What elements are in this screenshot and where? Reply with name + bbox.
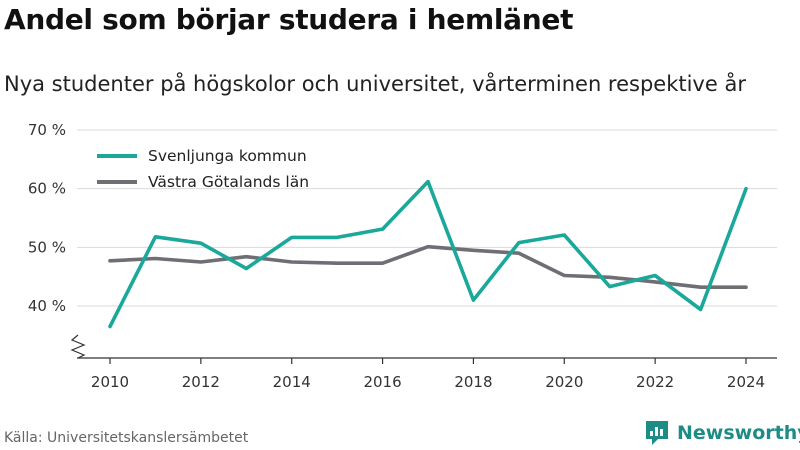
- legend-label: Västra Götalands län: [148, 173, 309, 191]
- x-tick-label: 2016: [363, 373, 401, 391]
- brand-logo: Newsworthy: [644, 419, 800, 447]
- newsworthy-logo-icon: [646, 421, 668, 445]
- x-tick-label: 2012: [182, 373, 220, 391]
- chart-title: Andel som börjar studera i hemlänet: [4, 3, 574, 36]
- y-tick-label: 50 %: [28, 238, 66, 256]
- y-tick-label: 70 %: [28, 121, 66, 139]
- chart-subtitle: Nya studenter på högskolor och universit…: [4, 72, 746, 96]
- gridlines: [77, 129, 777, 307]
- x-tick-label: 2010: [91, 373, 129, 391]
- brand-name: Newsworthy: [677, 422, 800, 444]
- x-axis-ticks: 2010 2012 2014 2016 2018 2020 2022 2024: [91, 358, 765, 391]
- series-lines: [108, 179, 748, 329]
- x-tick-label: 2022: [636, 373, 674, 391]
- x-tick-label: 2024: [727, 373, 765, 391]
- x-tick-label: 2014: [273, 373, 311, 391]
- y-tick-label: 40 %: [28, 297, 66, 315]
- axis-break-icon: [70, 334, 86, 359]
- y-tick-label: 60 %: [28, 180, 66, 198]
- source-note: Källa: Universitetskanslersämbetet: [4, 430, 249, 446]
- x-axis: [70, 334, 777, 359]
- series-line-1: [108, 244, 748, 290]
- x-tick-label: 2020: [545, 373, 583, 391]
- y-axis-tick-labels: 40 % 50 % 60 % 70 %: [28, 121, 66, 315]
- series-line-0: [108, 179, 748, 329]
- x-tick-label: 2018: [454, 373, 492, 391]
- legend: Svenljunga kommun Västra Götalands län: [97, 147, 309, 191]
- legend-label: Svenljunga kommun: [148, 147, 307, 165]
